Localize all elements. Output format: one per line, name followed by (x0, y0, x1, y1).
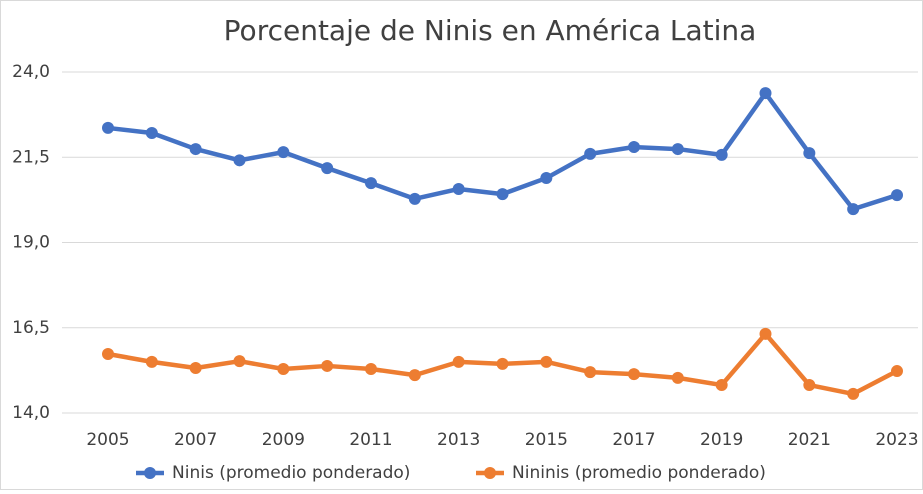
data-point (321, 162, 334, 175)
data-point (408, 369, 421, 382)
data-point (628, 368, 640, 381)
data-point (803, 379, 816, 392)
legend-marker (144, 467, 156, 479)
x-tick-label: 2011 (349, 430, 392, 450)
chart-title: Porcentaje de Ninis en América Latina (224, 14, 757, 47)
data-point (671, 143, 684, 156)
data-point (628, 141, 640, 154)
y-tick-label: 16,5 (12, 318, 50, 338)
data-point (496, 357, 509, 370)
y-tick-label: 21,5 (12, 147, 50, 167)
data-point (540, 172, 553, 185)
x-tick-label: 2013 (437, 430, 480, 450)
data-point (584, 147, 597, 160)
data-point (759, 327, 772, 340)
data-point (233, 154, 246, 167)
legend-label: Nininis (promedio ponderado) (512, 463, 766, 483)
legend-marker (484, 467, 496, 479)
data-point (408, 192, 421, 205)
data-point (452, 355, 465, 368)
x-tick-label: 2019 (700, 430, 743, 450)
data-point (803, 147, 816, 160)
x-tick-label: 2007 (174, 430, 217, 450)
data-point (540, 355, 553, 368)
legend-label: Ninis (promedio ponderado) (172, 463, 410, 483)
data-point (715, 379, 728, 392)
data-point (891, 365, 903, 378)
x-tick-label: 2015 (525, 430, 568, 450)
x-tick-label: 2021 (788, 430, 831, 450)
data-point (277, 363, 290, 376)
data-point (321, 359, 334, 372)
y-tick-label: 19,0 (12, 233, 50, 253)
data-point (145, 355, 158, 368)
data-point (102, 348, 114, 361)
data-point (452, 182, 465, 195)
x-tick-label: 2009 (262, 430, 305, 450)
data-point (365, 177, 377, 190)
data-point (102, 121, 114, 134)
data-point (847, 387, 860, 400)
data-point (277, 146, 290, 159)
data-point (233, 355, 246, 368)
data-point (584, 366, 597, 379)
x-tick-label: 2023 (875, 430, 918, 450)
data-point (145, 127, 158, 140)
y-tick-label: 14,0 (12, 403, 50, 423)
data-point (189, 143, 202, 156)
y-tick-label: 24,0 (12, 62, 50, 82)
data-point (496, 188, 509, 201)
data-point (891, 189, 903, 202)
data-point (671, 371, 684, 384)
x-tick-label: 2005 (86, 430, 129, 450)
x-tick-label: 2017 (612, 430, 655, 450)
data-point (759, 87, 772, 100)
data-point (189, 361, 202, 374)
data-point (847, 203, 860, 216)
data-point (715, 148, 728, 161)
data-point (365, 363, 377, 376)
